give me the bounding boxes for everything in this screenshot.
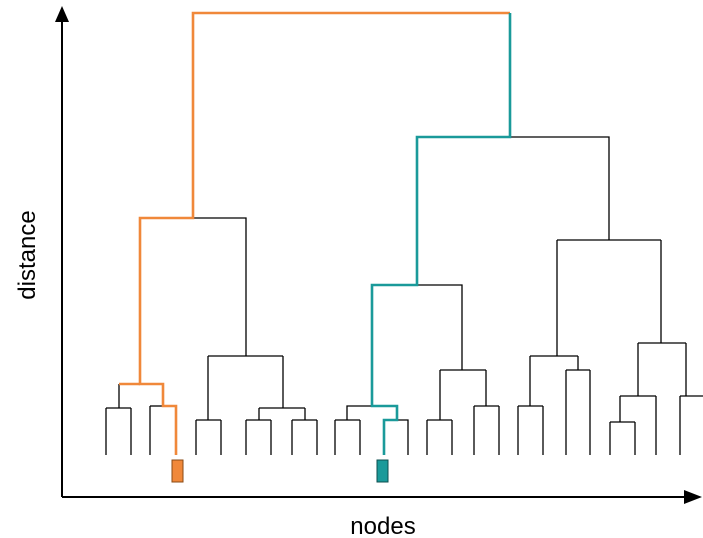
leaf-marker-teal bbox=[376, 459, 389, 483]
highlight-path-orange bbox=[138, 11, 510, 455]
axes bbox=[55, 6, 702, 504]
highlight-path-teal bbox=[370, 13, 512, 455]
x-axis-label: nodes bbox=[350, 513, 415, 538]
tree-branch bbox=[346, 405, 372, 420]
y-axis-arrow-icon bbox=[55, 6, 69, 22]
y-axis-label: distance bbox=[14, 210, 41, 299]
leaf-marker-orange bbox=[171, 459, 184, 483]
dendrogram-tree bbox=[105, 136, 703, 455]
tree-branch bbox=[510, 136, 610, 240]
tree-branch bbox=[193, 217, 247, 356]
tree-branch bbox=[417, 284, 463, 370]
tree-branch bbox=[397, 419, 409, 455]
x-axis-arrow-icon bbox=[684, 490, 702, 504]
